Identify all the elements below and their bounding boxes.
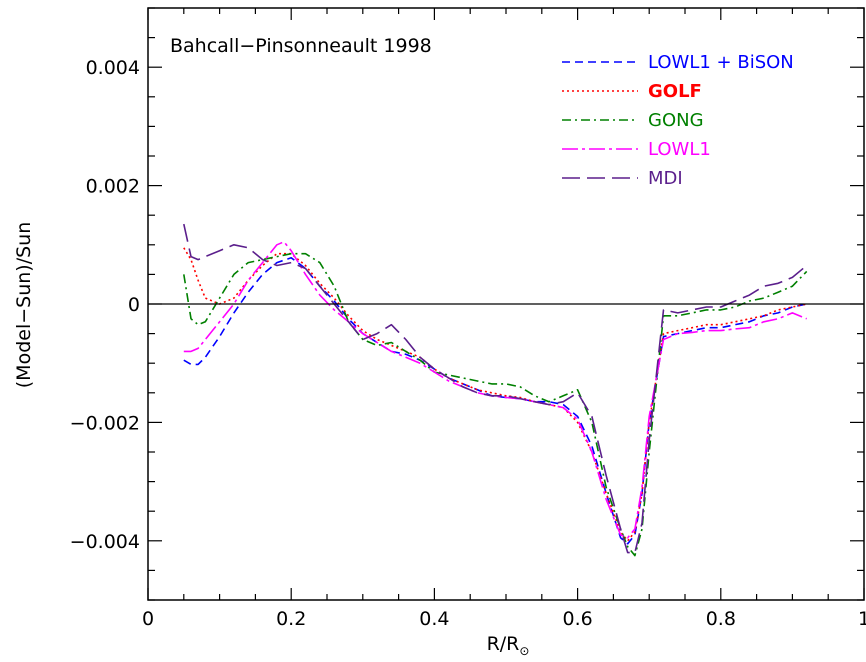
axis-ticks [147, 7, 865, 601]
legend-label: LOWL1 + BiSON [648, 52, 794, 73]
y-tick-label: −0.004 [70, 531, 140, 553]
y-tick-label: 0.004 [86, 57, 140, 79]
x-tick-label: 0 [142, 608, 154, 630]
x-axis-label-main: R/R [487, 633, 520, 655]
legend-item: LOWL1 + BiSON [562, 52, 794, 73]
legend-item: MDI [562, 168, 683, 189]
series-line-4 [183, 223, 808, 554]
y-tick-labels: −0.004 −0.002 0 0.002 0.004 [70, 57, 140, 553]
annotation-title: Bahcall−Pinsonneault 1998 [170, 35, 432, 57]
x-tick-label: 0.2 [276, 608, 306, 630]
series-lines [183, 223, 808, 557]
legend-label: MDI [648, 168, 683, 189]
legend-item: GONG [562, 110, 704, 131]
x-tick-label: 0.8 [706, 608, 736, 630]
y-axis-label: (Model−Sun)/Sun [13, 222, 35, 388]
legend-label: GONG [648, 110, 704, 131]
legend: LOWL1 + BiSON GOLF GONG LOWL1 MDI [562, 52, 794, 189]
x-tick-label: 0.6 [562, 608, 592, 630]
legend-item: GOLF [562, 81, 702, 102]
x-tick-label: 0.4 [419, 608, 449, 630]
y-tick-label: 0 [128, 294, 140, 316]
series-line-3 [183, 241, 808, 539]
x-tick-label: 1 [858, 608, 866, 630]
y-tick-label: 0.002 [86, 176, 140, 198]
x-tick-labels: 0 0.2 0.4 0.6 0.8 1 [142, 608, 866, 630]
series-line-0 [183, 257, 807, 545]
legend-label: LOWL1 [648, 139, 711, 160]
series-line-2 [183, 252, 808, 557]
x-axis-label: R/R⊙ [487, 633, 530, 658]
x-axis-label-sub: ⊙ [519, 644, 529, 658]
series-line-1 [183, 247, 807, 542]
y-tick-label: −0.002 [70, 412, 140, 434]
legend-label: GOLF [648, 81, 702, 102]
legend-item: LOWL1 [562, 139, 711, 160]
